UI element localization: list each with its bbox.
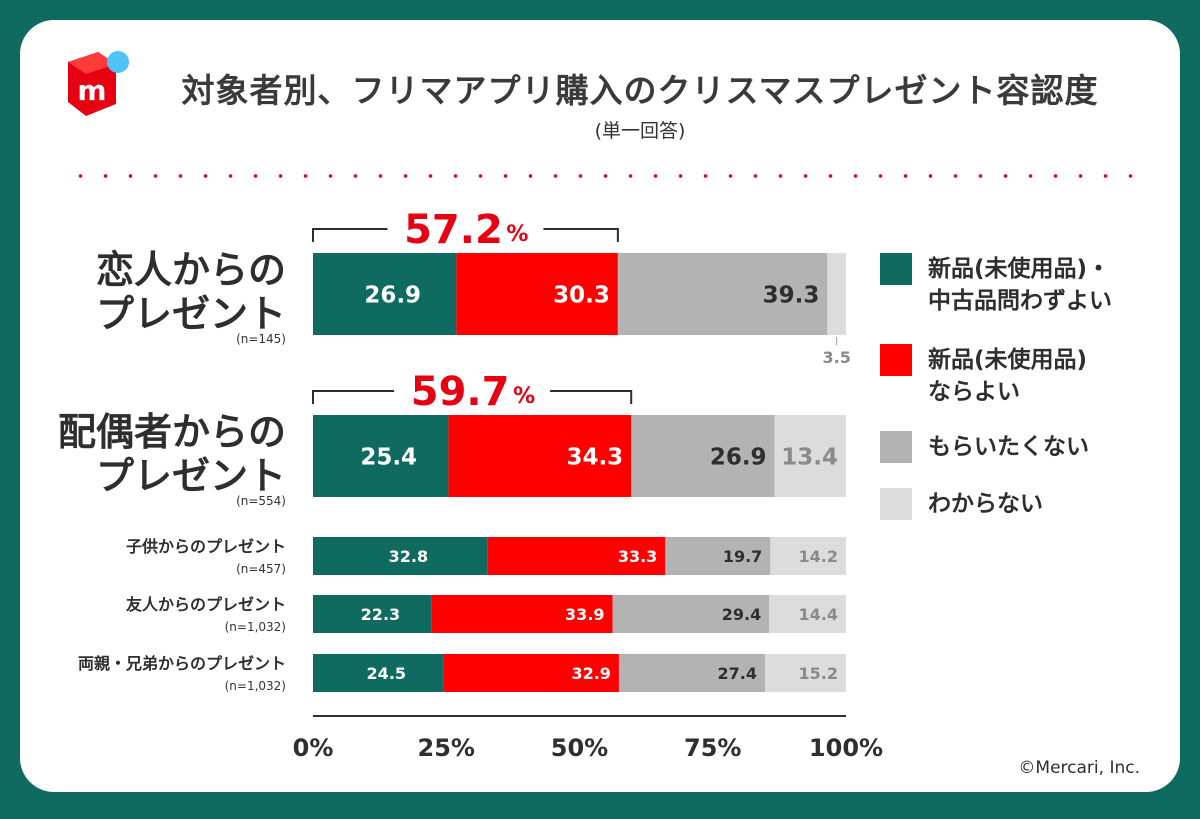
legend-label: わからない [928,491,1043,517]
data-label: 14.4 [799,605,838,624]
data-label: 39.3 [763,282,820,308]
highlight-value: 59.7 [411,369,510,415]
legend-label: もらいたくない [928,434,1089,460]
bar-segment [764,654,846,692]
data-label: 30.3 [553,282,610,308]
category-label: 恋人からの [96,248,286,292]
bar-segment [313,253,457,335]
bar-segment [313,595,432,633]
data-label: 26.9 [710,444,767,470]
sample-size-label: (n=554) [236,494,286,508]
mercari-logo-icon: m [68,51,129,116]
chart-title: 対象者別、フリマアプリ購入のクリスマスプレゼント容認度 [181,71,1099,110]
bar-segment [827,253,846,335]
bar-segment [431,595,613,633]
highlight-value: 57.2 [404,207,503,253]
bar-segment [769,595,846,633]
data-label: 19.7 [723,547,762,566]
bracket-line [550,390,633,404]
category-label: 両親・兄弟からのプレゼント [78,654,286,673]
chart-subtitle: (単一回答) [594,120,686,142]
legend-label: 中古品問わずよい [928,288,1112,314]
data-label: 34.3 [566,444,623,470]
data-label: 29.4 [722,605,761,624]
data-label: 24.5 [367,664,406,683]
bracket-line [312,228,388,242]
x-tick-label: 100% [809,734,883,762]
bar-segment [618,654,765,692]
sample-size-label: (n=1,032) [225,620,286,634]
bracket-line [543,228,619,242]
legend-swatch [880,344,912,376]
legend-swatch [880,253,912,285]
data-label: 3.5 [823,348,851,367]
data-label: 33.9 [565,605,604,624]
legend-label: 新品(未使用品)・ [928,255,1110,282]
bar-segment [456,253,618,335]
bar-segment [617,253,828,335]
logo-letter: m [77,74,106,107]
legend-swatch [880,431,912,463]
bar-segment [313,654,444,692]
data-label: 32.8 [389,547,428,566]
legend-swatch [880,488,912,520]
x-tick-label: 50% [551,734,608,762]
data-label: 15.2 [799,664,838,683]
category-label: プレゼント [96,292,286,336]
category-label: 子供からのプレゼント [126,537,286,556]
sample-size-label: (n=457) [236,562,286,576]
bar-segment [612,595,770,633]
sample-size-label: (n=145) [236,332,286,346]
bar-segment [770,537,846,575]
data-label: 25.4 [360,444,417,470]
category-label: プレゼント [96,454,286,498]
highlight-unit: % [513,384,535,409]
bar-segment [487,537,666,575]
category-label: 友人からのプレゼント [126,595,286,614]
legend-label: 新品(未使用品) [928,346,1087,373]
bar-segment [313,415,449,497]
category-label: 配偶者からの [58,410,286,454]
data-label: 33.3 [618,547,657,566]
sample-size-label: (n=1,032) [225,679,286,693]
x-tick-label: 75% [684,734,741,762]
data-label: 27.4 [717,664,756,683]
bracket-line [312,390,395,404]
data-label: 22.3 [361,605,400,624]
bar-segment [774,415,846,497]
bar-segment [313,537,488,575]
highlight-unit: % [506,222,528,247]
data-label: 32.9 [571,664,610,683]
bar-segment [665,537,771,575]
legend-label: ならよい [928,379,1020,405]
x-tick-label: 0% [293,734,334,762]
x-tick-label: 25% [418,734,475,762]
data-label: 14.2 [799,547,838,566]
bar-segment [443,654,619,692]
dotted-divider [68,174,1140,178]
bar-segment [631,415,775,497]
data-label: 26.9 [364,282,421,308]
copyright-text: ©Mercari, Inc. [1018,758,1140,778]
data-label: 13.4 [781,444,838,470]
bar-segment [448,415,632,497]
